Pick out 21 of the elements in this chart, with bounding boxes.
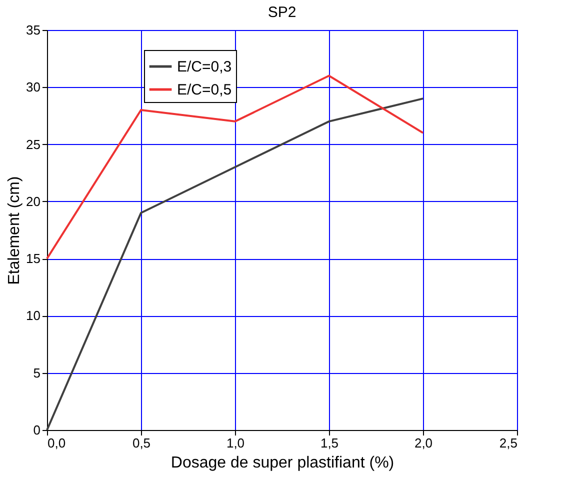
chart-title: SP2 <box>268 4 296 21</box>
x-tick-label: 1,0 <box>226 436 245 450</box>
y-tick-label: 15 <box>26 251 40 266</box>
legend-label: E/C=0,3 <box>177 58 232 76</box>
y-tick-label: 30 <box>26 80 40 95</box>
y-tick-label: 0 <box>33 422 40 438</box>
y-axis-title: Etalement (cm) <box>6 176 24 285</box>
x-tick-label: 2,5 <box>499 436 518 450</box>
line-series <box>46 98 424 431</box>
y-tick-label: 25 <box>26 136 40 152</box>
x-tick-label: 1,5 <box>320 436 339 450</box>
y-tick-label: 10 <box>26 308 40 324</box>
x-axis-title: Dosage de super plastifiant (%) <box>170 454 394 472</box>
y-tick-label: 35 <box>26 22 40 38</box>
x-tick-label: 0,0 <box>48 436 66 450</box>
line-series <box>46 74 424 260</box>
y-tick-label: 20 <box>26 194 40 209</box>
legend-label: E/C=0,5 <box>177 82 232 98</box>
x-tick-label: 0,5 <box>132 436 151 450</box>
y-tick-label: 5 <box>33 365 40 380</box>
x-tick-label: 2,0 <box>414 436 433 450</box>
